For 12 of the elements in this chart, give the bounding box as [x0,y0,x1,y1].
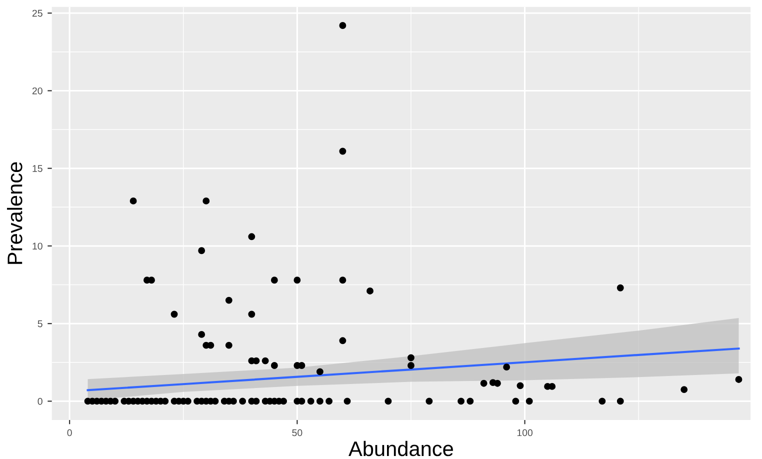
x-tick-label: 100 [517,429,533,436]
y-tick-label: 15 [32,165,42,172]
line-series [86,348,740,392]
y-tick-label: 0 [38,398,42,405]
y-tick-label: 10 [32,242,42,250]
y-tick-label: 25 [32,10,42,17]
x-axis-title: Abundance [348,440,453,456]
x-tick-label: 50 [292,429,302,436]
y-axis-title: Prevalence [7,162,22,264]
x-tick-label: 0 [67,429,72,436]
y-tick-label: 5 [38,320,42,328]
y-tick-label: 20 [32,87,42,94]
